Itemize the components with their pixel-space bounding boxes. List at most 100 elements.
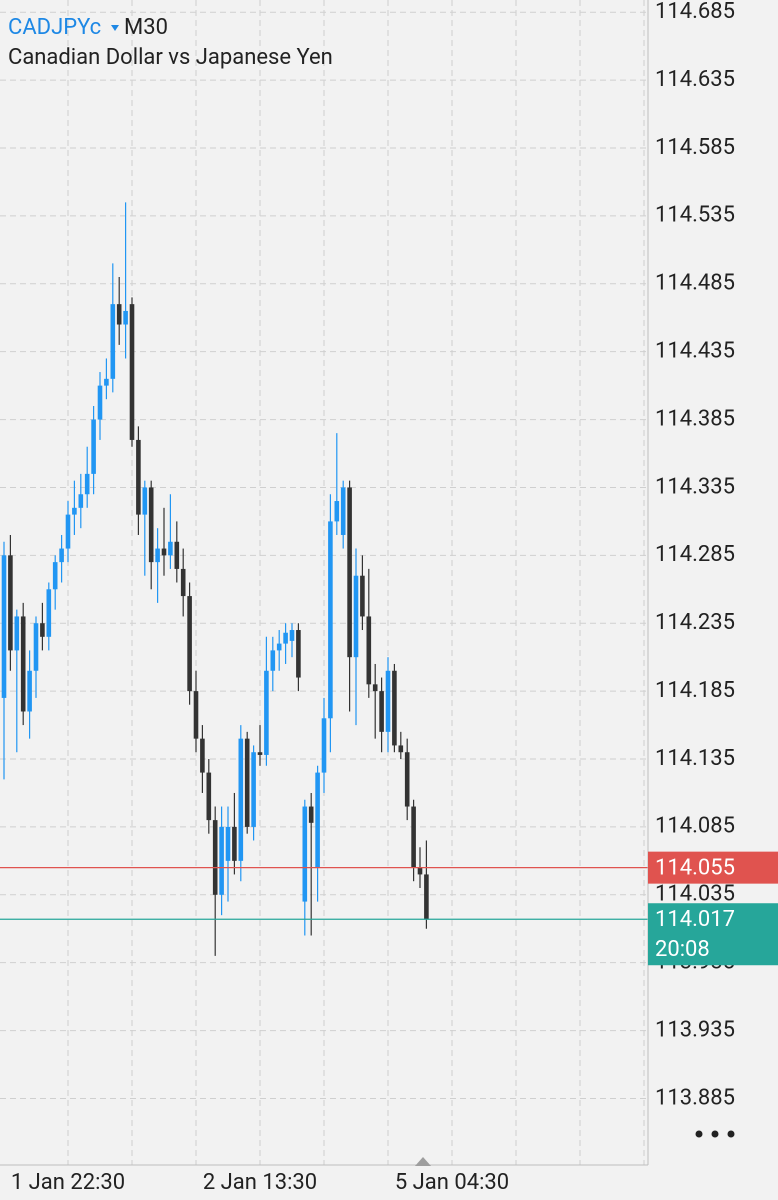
dropdown-icon[interactable] (111, 25, 119, 31)
candle-body (193, 691, 199, 739)
scroll-marker[interactable] (415, 1157, 431, 1166)
candle-body (276, 643, 282, 651)
candle-body (78, 494, 84, 508)
candle-body (59, 548, 64, 563)
candle-body (91, 419, 96, 474)
candle-body (174, 541, 180, 569)
candle-body (14, 616, 20, 651)
candle-body (283, 632, 288, 644)
candle-body (308, 806, 314, 823)
candle-body (404, 752, 410, 807)
price-label: 114.055 (655, 855, 735, 880)
candle-body (372, 684, 378, 692)
candle-body (251, 752, 256, 827)
candle-body (104, 378, 109, 386)
candle-body (289, 630, 295, 641)
candle-body (328, 521, 333, 719)
candle-body (33, 623, 39, 671)
candle-body (148, 487, 154, 563)
x-tick-label: 5 Jan 04:30 (395, 1170, 509, 1195)
candle-body (110, 304, 116, 379)
candle-body (379, 691, 384, 732)
candle-body (238, 738, 244, 861)
candle-body (180, 568, 186, 597)
y-tick-label: 114.035 (655, 882, 735, 907)
candle-body (212, 820, 218, 895)
y-tick-label: 114.135 (655, 746, 735, 771)
candle-body (225, 826, 231, 861)
candle-body (347, 487, 352, 658)
y-tick-label: 114.185 (655, 678, 735, 703)
candle-body (244, 738, 250, 827)
candle-body (424, 874, 429, 920)
candle-body (302, 806, 308, 902)
symbol[interactable]: CADJPYc (8, 15, 101, 40)
candle-body (321, 718, 327, 773)
candle-body (136, 439, 141, 515)
y-tick-label: 114.535 (655, 203, 735, 228)
y-tick-label: 114.235 (655, 610, 735, 635)
candle-body (340, 487, 346, 535)
candle-body (97, 385, 103, 420)
y-tick-label: 114.085 (655, 814, 735, 839)
candle-body (52, 562, 58, 590)
candle-body (206, 772, 212, 821)
candle-body (219, 826, 224, 895)
candle-body (398, 745, 404, 753)
candle-body (200, 738, 205, 773)
candle-body (161, 548, 167, 556)
candle-body (155, 548, 160, 563)
candle-body (392, 670, 397, 746)
y-tick-label: 114.435 (655, 338, 735, 363)
candle-body (385, 670, 391, 732)
candle-body (8, 555, 13, 651)
candle-body (72, 507, 77, 515)
price-label-box (648, 903, 778, 966)
candle-body (417, 867, 423, 875)
y-tick-label: 114.385 (655, 406, 735, 431)
y-tick-label: 114.285 (655, 542, 735, 567)
candle-body (257, 752, 263, 755)
candle-body (142, 487, 148, 515)
candle-body (46, 589, 52, 637)
y-tick-label: 114.635 (655, 67, 735, 92)
timeframe[interactable]: M30 (124, 15, 168, 40)
candle-body (232, 826, 237, 861)
plot (0, 202, 648, 956)
y-tick-label: 114.485 (655, 271, 735, 296)
candle-body (411, 806, 416, 868)
candle-body (1, 555, 7, 698)
candle-body (315, 772, 320, 868)
x-tick-label: 2 Jan 13:30 (203, 1170, 317, 1195)
y-tick-label: 114.585 (655, 135, 735, 160)
subtitle: Canadian Dollar vs Japanese Yen (8, 45, 333, 70)
price-label: 114.017 (655, 907, 735, 932)
grid (0, 0, 648, 1165)
candle-body (84, 473, 90, 495)
countdown: 20:08 (655, 937, 710, 962)
candle-body (129, 304, 135, 440)
candle-body (270, 650, 276, 671)
candle-body (360, 575, 365, 617)
candle-body (123, 310, 128, 325)
candle-body (353, 575, 359, 658)
candle-body (20, 616, 26, 712)
y-tick-label: 114.685 (655, 0, 735, 24)
candle-body (65, 514, 71, 549)
candle-body (366, 616, 372, 685)
x-tick-label: 1 Jan 22:30 (11, 1170, 125, 1195)
candle-body (168, 541, 173, 556)
y-tick-label: 113.935 (655, 1017, 735, 1042)
price-label-box (648, 851, 778, 884)
y-tick-label: 114.335 (655, 474, 735, 499)
candle-body (264, 670, 269, 755)
candle-body (187, 596, 192, 692)
candle-body (40, 623, 45, 637)
candle-body (296, 630, 301, 678)
y-tick-label: 113.885 (655, 1085, 735, 1110)
candle-body (116, 304, 122, 325)
candle-body (334, 501, 340, 522)
more-menu[interactable] (695, 1130, 735, 1138)
candle-body (27, 670, 32, 712)
